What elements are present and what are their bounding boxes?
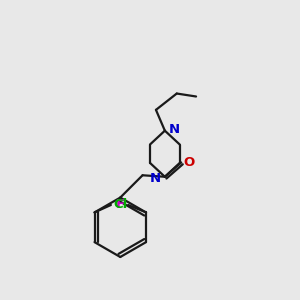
Text: N: N [150, 172, 161, 185]
Text: Cl: Cl [113, 199, 128, 212]
Text: O: O [184, 156, 195, 169]
Text: F: F [116, 199, 124, 212]
Text: N: N [168, 123, 180, 136]
